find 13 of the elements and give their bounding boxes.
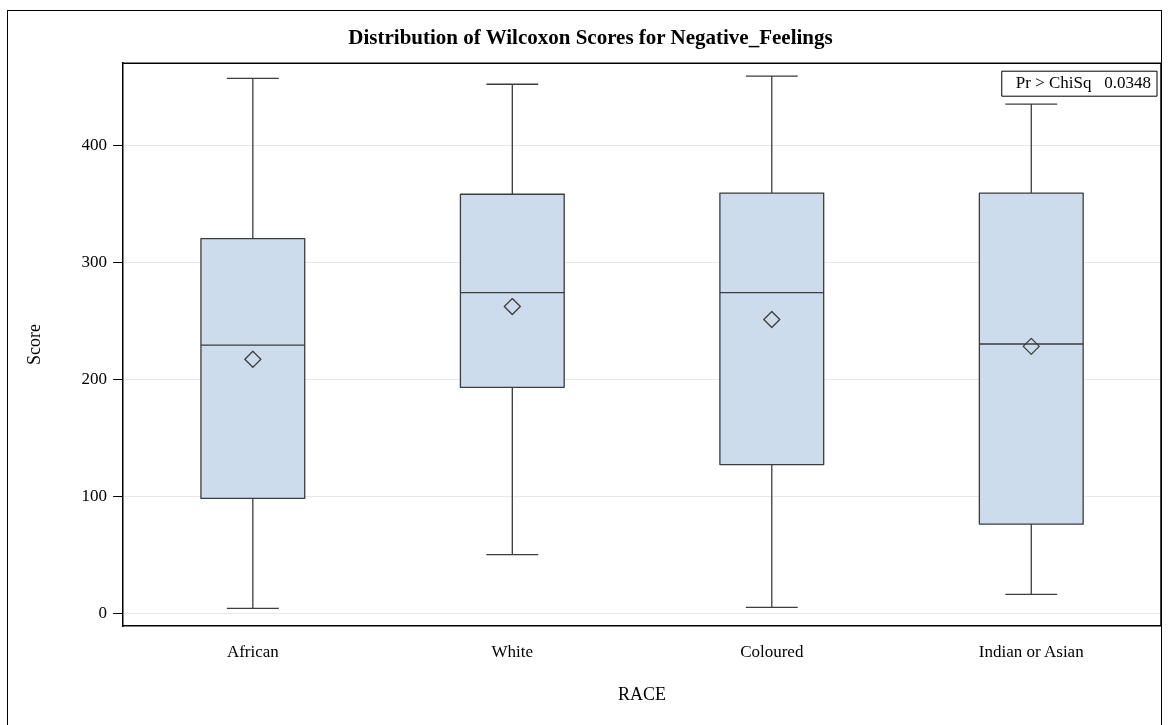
y-tick-label: 400 bbox=[81, 134, 108, 154]
y-axis-title: Score bbox=[23, 324, 44, 366]
y-tick-label: 300 bbox=[81, 251, 108, 271]
y-tick-label: 200 bbox=[81, 368, 108, 388]
x-tick-label: White bbox=[491, 641, 534, 661]
annotation: Pr > ChiSq 0.0348 bbox=[1015, 72, 1151, 92]
x-tick-label: Coloured bbox=[740, 641, 804, 661]
x-axis-title: RACE bbox=[618, 683, 667, 704]
x-tick-label: Indian or Asian bbox=[978, 641, 1085, 661]
chart-title: Distribution of Wilcoxon Scores for Negative_Feelings bbox=[348, 25, 833, 50]
x-tick-label: African bbox=[226, 641, 280, 661]
y-tick-label: 100 bbox=[81, 485, 108, 505]
y-tick-label: 0 bbox=[98, 602, 108, 622]
